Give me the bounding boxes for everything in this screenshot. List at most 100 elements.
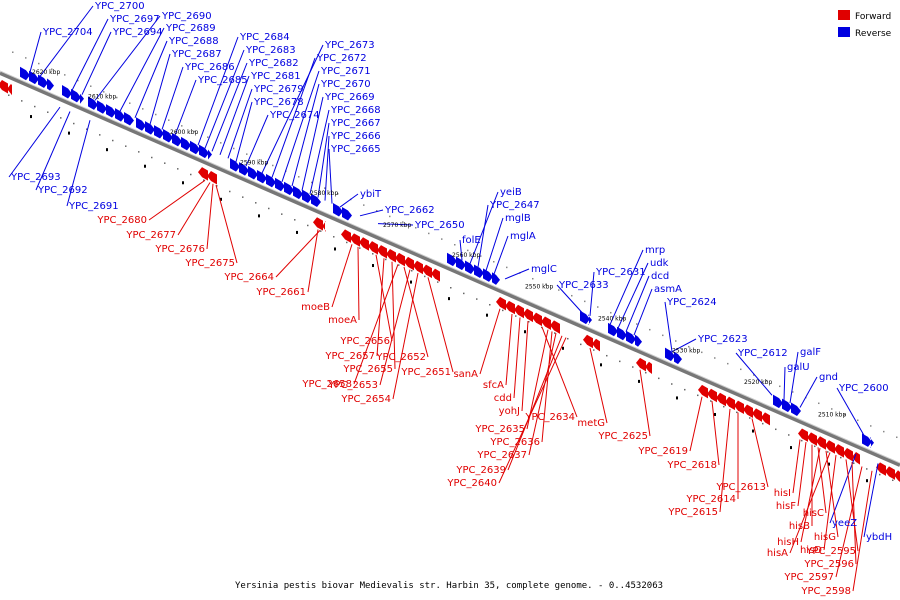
reverse-gene-arrow[interactable] xyxy=(136,117,146,131)
gene-label[interactable]: YPC_2634 xyxy=(524,412,575,423)
reverse-gene-arrow[interactable] xyxy=(239,162,249,176)
reverse-gene-arrow[interactable] xyxy=(862,433,872,447)
forward-gene-arrow[interactable] xyxy=(514,304,524,319)
reverse-gene-arrow[interactable] xyxy=(29,70,39,85)
forward-gene-arrow[interactable] xyxy=(816,436,826,450)
gene-label[interactable]: YPC_2692 xyxy=(37,185,88,196)
gene-label[interactable]: cdd xyxy=(494,393,512,404)
gene-label[interactable]: hisG xyxy=(814,532,836,543)
gene-label[interactable]: YPC_2669 xyxy=(324,92,375,103)
reverse-gene-arrow[interactable] xyxy=(257,169,267,184)
reverse-gene-arrow[interactable] xyxy=(62,85,72,99)
gene-label[interactable]: YPC_2650 xyxy=(414,220,465,231)
reverse-gene-arrow[interactable] xyxy=(163,128,173,143)
forward-gene-arrow[interactable] xyxy=(825,440,835,454)
gene-label[interactable]: YPC_2679 xyxy=(253,84,304,95)
reverse-gene-arrow[interactable] xyxy=(870,437,874,448)
reverse-gene-arrow[interactable] xyxy=(97,100,107,114)
gene-label[interactable]: ybdH xyxy=(866,532,892,543)
reverse-gene-arrow[interactable] xyxy=(580,310,590,325)
gene-label[interactable]: YPC_2614 xyxy=(685,494,736,505)
forward-gene-arrow[interactable] xyxy=(843,448,853,462)
gene-label[interactable]: hisF xyxy=(776,501,796,512)
gene-label[interactable]: yeeZ xyxy=(832,518,857,529)
gene-label[interactable]: YPC_2666 xyxy=(330,131,381,142)
forward-gene-arrow[interactable] xyxy=(0,80,8,94)
gene-label[interactable]: mglB xyxy=(505,213,531,224)
gene-label[interactable]: YPC_2681 xyxy=(250,71,301,82)
gene-label[interactable]: YPC_2687 xyxy=(171,49,222,60)
reverse-gene-arrow[interactable] xyxy=(20,66,30,81)
gene-label[interactable]: YPC_2704 xyxy=(42,27,93,38)
reverse-gene-arrow[interactable] xyxy=(88,96,98,110)
reverse-gene-arrow[interactable] xyxy=(293,185,303,200)
reverse-gene-arrow[interactable] xyxy=(154,125,164,139)
gene-label[interactable]: YPC_2668 xyxy=(330,105,381,116)
reverse-gene-arrow[interactable] xyxy=(230,158,240,172)
gene-label[interactable]: YPC_2623 xyxy=(697,334,748,345)
gene-label[interactable]: YPC_2688 xyxy=(168,36,219,47)
forward-gene-arrow[interactable] xyxy=(761,412,770,426)
gene-label[interactable]: hisI xyxy=(774,488,791,499)
reverse-gene-arrow[interactable] xyxy=(474,264,484,278)
gene-label[interactable]: YPC_2697 xyxy=(109,14,160,25)
gene-label[interactable]: YPC_2677 xyxy=(125,230,176,241)
gene-label[interactable]: galU xyxy=(787,362,810,373)
reverse-gene-arrow[interactable] xyxy=(665,347,675,362)
gene-label[interactable]: YPC_2684 xyxy=(239,32,290,43)
gene-label[interactable]: hisD xyxy=(800,545,822,556)
forward-gene-arrow[interactable] xyxy=(645,361,652,374)
gene-label[interactable]: YPC_2597 xyxy=(783,572,834,583)
reverse-gene-arrow[interactable] xyxy=(588,314,592,325)
reverse-gene-arrow[interactable] xyxy=(782,398,792,413)
gene-label[interactable]: YPC_2694 xyxy=(112,27,163,38)
gene-label[interactable]: yohJ xyxy=(499,406,520,417)
forward-gene-arrow[interactable] xyxy=(7,83,12,96)
forward-gene-arrow[interactable] xyxy=(350,233,360,247)
reverse-gene-arrow[interactable] xyxy=(124,112,134,126)
gene-label[interactable]: YPC_2700 xyxy=(94,1,145,12)
reverse-gene-arrow[interactable] xyxy=(145,121,155,135)
gene-label[interactable]: YPC_2651 xyxy=(400,367,451,378)
gene-label[interactable]: YPC_2615 xyxy=(667,507,718,518)
reverse-gene-arrow[interactable] xyxy=(635,334,642,347)
gene-label[interactable]: yeiB xyxy=(500,187,522,198)
gene-label[interactable]: YPC_2693 xyxy=(10,172,61,183)
gene-label[interactable]: hisA xyxy=(767,548,788,559)
gene-label[interactable]: YPC_2613 xyxy=(715,482,766,493)
gene-label[interactable]: YPC_2612 xyxy=(737,348,788,359)
gene-label[interactable]: YPC_2636 xyxy=(489,437,540,448)
reverse-gene-arrow[interactable] xyxy=(302,189,312,204)
gene-label[interactable]: YPC_2689 xyxy=(165,23,216,34)
gene-label[interactable]: mglC xyxy=(531,264,557,275)
reverse-gene-arrow[interactable] xyxy=(248,166,258,180)
forward-gene-arrow[interactable] xyxy=(341,229,351,243)
gene-label[interactable]: YPC_2657 xyxy=(324,351,375,362)
gene-label[interactable]: YPC_2683 xyxy=(245,45,296,56)
reverse-gene-arrow[interactable] xyxy=(266,173,276,188)
forward-gene-arrow[interactable] xyxy=(583,334,593,349)
forward-gene-arrow[interactable] xyxy=(592,338,600,352)
gene-label[interactable]: udk xyxy=(650,258,669,269)
reverse-gene-arrow[interactable] xyxy=(172,132,182,147)
reverse-gene-arrow[interactable] xyxy=(333,203,343,217)
reverse-gene-arrow[interactable] xyxy=(71,88,81,103)
gene-label[interactable]: YPC_2598 xyxy=(800,586,851,597)
forward-gene-arrow[interactable] xyxy=(386,248,396,263)
gene-label[interactable]: YPC_2618 xyxy=(666,460,717,471)
gene-label[interactable]: YPC_2595 xyxy=(805,546,856,557)
gene-label[interactable]: ybiT xyxy=(360,189,382,200)
reverse-gene-arrow[interactable] xyxy=(47,78,54,91)
forward-gene-arrow[interactable] xyxy=(698,384,708,399)
gene-label[interactable]: YPC_2624 xyxy=(666,297,717,308)
gene-label[interactable]: hisC xyxy=(803,508,824,519)
gene-label[interactable]: YPC_2680 xyxy=(96,215,147,226)
gene-label[interactable]: YPC_2625 xyxy=(597,431,648,442)
gene-label[interactable]: YPC_2675 xyxy=(184,258,235,269)
forward-gene-arrow[interactable] xyxy=(541,316,551,330)
forward-gene-arrow[interactable] xyxy=(707,388,717,403)
gene-label[interactable]: YPC_2619 xyxy=(637,446,688,457)
reverse-gene-arrow[interactable] xyxy=(626,330,636,345)
gene-label[interactable]: YPC_2673 xyxy=(324,40,375,51)
reverse-gene-arrow[interactable] xyxy=(38,74,48,89)
